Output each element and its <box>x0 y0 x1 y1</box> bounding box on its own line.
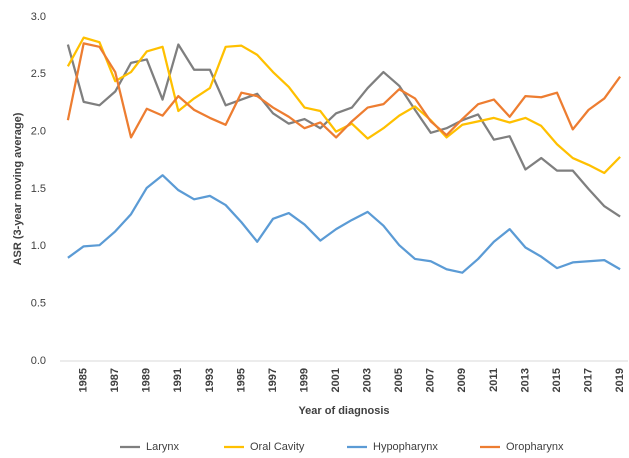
x-tick-label: 2011 <box>488 368 500 392</box>
x-tick-label: 1985 <box>78 368 90 392</box>
y-axis-title: ASR (3-year moving average) <box>12 112 24 265</box>
series-line <box>67 174 621 274</box>
legend-label: Oropharynx <box>506 441 564 453</box>
x-tick-label: 2009 <box>456 368 468 392</box>
x-tick-label: 1991 <box>172 368 184 392</box>
series-line <box>66 43 621 218</box>
x-tick-label: 2003 <box>362 368 374 392</box>
y-tick-label: 3.0 <box>31 11 46 23</box>
x-tick-label: 2007 <box>425 368 437 392</box>
x-tick-label: 1995 <box>235 368 247 392</box>
y-tick-label: 2.5 <box>31 68 46 80</box>
x-tick-label: 2019 <box>614 368 626 392</box>
legend-label: Oral Cavity <box>250 441 305 453</box>
x-tick-label: 2013 <box>519 368 531 392</box>
x-tick-label: 1987 <box>109 368 121 392</box>
y-tick-label: 1.5 <box>31 183 46 195</box>
y-tick-label: 0.0 <box>31 355 46 367</box>
legend-label: Larynx <box>146 441 180 453</box>
x-tick-label: 1999 <box>298 368 310 392</box>
x-tick-label: 1989 <box>141 368 153 392</box>
y-tick-label: 1.0 <box>31 240 46 252</box>
x-tick-label: 2017 <box>582 368 594 392</box>
x-tick-label: 1993 <box>204 368 216 392</box>
x-tick-label: 2015 <box>551 368 563 392</box>
y-tick-label: 0.5 <box>31 298 46 310</box>
legend-label: Hypopharynx <box>373 441 438 453</box>
series-line <box>66 42 622 139</box>
y-tick-label: 2.0 <box>31 126 46 138</box>
series-line <box>66 36 621 175</box>
x-tick-label: 2001 <box>330 368 342 392</box>
x-tick-label: 2005 <box>393 368 405 392</box>
x-tick-label: 1997 <box>267 368 279 392</box>
x-axis-title: Year of diagnosis <box>298 405 389 417</box>
